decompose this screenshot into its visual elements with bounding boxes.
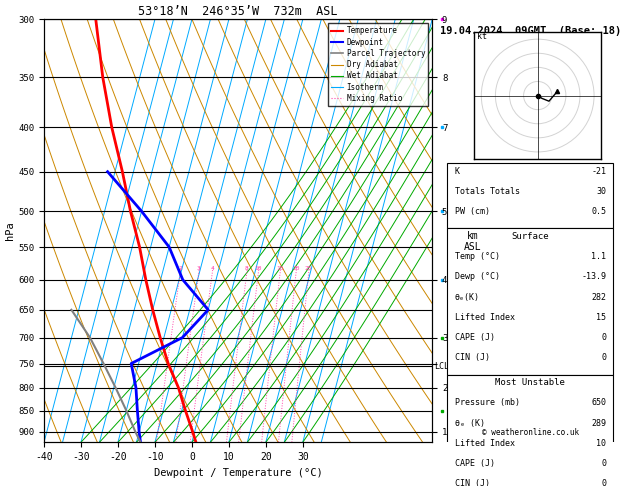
Y-axis label: km
ASL: km ASL: [464, 231, 481, 252]
Text: 0: 0: [601, 353, 606, 363]
Text: 4: 4: [210, 266, 214, 271]
Text: Most Unstable: Most Unstable: [496, 378, 565, 387]
Legend: Temperature, Dewpoint, Parcel Trajectory, Dry Adiabat, Wet Adiabat, Isotherm, Mi: Temperature, Dewpoint, Parcel Trajectory…: [328, 23, 428, 106]
Text: 0.5: 0.5: [591, 207, 606, 216]
Text: 650: 650: [591, 399, 606, 407]
Text: Lifted Index: Lifted Index: [455, 439, 515, 448]
Text: CIN (J): CIN (J): [455, 480, 489, 486]
Text: 19.04.2024  09GMT  (Base: 18): 19.04.2024 09GMT (Base: 18): [440, 26, 621, 36]
Text: 3: 3: [197, 266, 201, 271]
Text: Surface: Surface: [511, 232, 549, 241]
Title: 53°18’N  246°35’W  732m  ASL: 53°18’N 246°35’W 732m ASL: [138, 5, 338, 18]
Text: θₑ(K): θₑ(K): [455, 293, 479, 302]
Text: 20: 20: [292, 266, 300, 271]
X-axis label: Dewpoint / Temperature (°C): Dewpoint / Temperature (°C): [153, 468, 323, 478]
Text: 10: 10: [255, 266, 262, 271]
FancyBboxPatch shape: [447, 375, 613, 486]
Text: 0: 0: [601, 459, 606, 468]
Y-axis label: hPa: hPa: [6, 222, 15, 240]
Text: 282: 282: [591, 293, 606, 302]
Text: 1.1: 1.1: [591, 252, 606, 261]
Text: -21: -21: [591, 167, 606, 175]
Text: Pressure (mb): Pressure (mb): [455, 399, 520, 407]
Text: 0: 0: [601, 480, 606, 486]
Text: Temp (°C): Temp (°C): [455, 252, 499, 261]
Text: CAPE (J): CAPE (J): [455, 459, 494, 468]
Text: 15: 15: [276, 266, 284, 271]
Text: 10: 10: [596, 439, 606, 448]
FancyBboxPatch shape: [447, 163, 613, 228]
Text: 30: 30: [596, 187, 606, 196]
Text: Lifted Index: Lifted Index: [455, 313, 515, 322]
Text: 8: 8: [245, 266, 248, 271]
Text: θₑ (K): θₑ (K): [455, 418, 484, 428]
Text: CAPE (J): CAPE (J): [455, 333, 494, 342]
Text: 15: 15: [596, 313, 606, 322]
Text: 25: 25: [305, 266, 313, 271]
Text: Dewp (°C): Dewp (°C): [455, 272, 499, 281]
Text: K: K: [455, 167, 460, 175]
Text: 0: 0: [601, 333, 606, 342]
Text: 289: 289: [591, 418, 606, 428]
Text: LCL: LCL: [434, 362, 449, 370]
Text: CIN (J): CIN (J): [455, 353, 489, 363]
Text: 2: 2: [178, 266, 182, 271]
Text: PW (cm): PW (cm): [455, 207, 489, 216]
FancyBboxPatch shape: [447, 228, 613, 375]
Text: Totals Totals: Totals Totals: [455, 187, 520, 196]
Text: -13.9: -13.9: [581, 272, 606, 281]
Text: © weatheronline.co.uk: © weatheronline.co.uk: [482, 428, 579, 437]
